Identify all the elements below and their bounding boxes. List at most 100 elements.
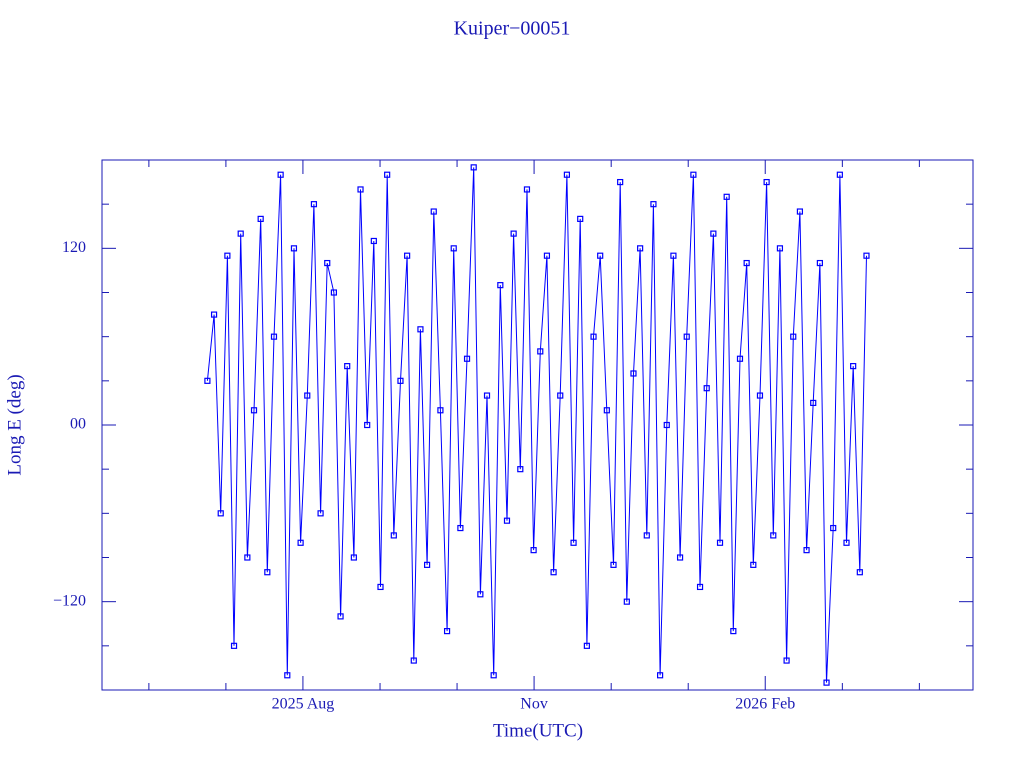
data-point: [776, 245, 784, 252]
x-tick-label: 2026 Feb: [735, 696, 795, 713]
data-point: [284, 672, 291, 679]
y-axis-label: Long E (deg): [4, 374, 25, 475]
data-point: [290, 245, 298, 252]
data-point: [523, 186, 531, 193]
data-point: [583, 642, 590, 649]
data-point: [783, 657, 790, 664]
data-point: [537, 348, 544, 355]
data-point: [477, 591, 484, 598]
series-line: [206, 167, 867, 683]
data-point: [550, 569, 557, 576]
data-point: [543, 252, 551, 259]
data-point: [710, 230, 717, 237]
data-point: [470, 164, 477, 171]
data-point: [830, 524, 837, 532]
data-point: [683, 333, 690, 340]
data-point: [230, 642, 238, 649]
y-tick-label: 00: [70, 416, 86, 433]
data-point: [637, 245, 644, 252]
data-point: [330, 289, 337, 296]
data-point: [803, 547, 810, 554]
data-point: [450, 245, 457, 252]
data-point: [344, 363, 351, 370]
data-point: [384, 171, 391, 178]
data-point: [317, 510, 324, 517]
data-point: [270, 333, 278, 340]
data-point: [663, 421, 670, 429]
data-point: [650, 201, 657, 208]
data-point: [703, 385, 710, 392]
data-point: [850, 363, 857, 370]
data-point: [517, 466, 524, 473]
data-point: [457, 524, 464, 532]
data-point: [736, 355, 744, 362]
data-point: [570, 539, 577, 546]
chart-title: Kuiper−00051: [454, 18, 571, 40]
data-point: [577, 215, 584, 222]
data-point: [497, 282, 504, 289]
data-point: [210, 311, 218, 318]
data-point: [490, 672, 497, 679]
data-point: [277, 171, 284, 178]
data-point: [843, 539, 850, 546]
data-point: [657, 672, 664, 679]
data-point: [730, 628, 737, 635]
data-point: [823, 679, 830, 686]
data-point: [756, 392, 764, 399]
data-point: [590, 333, 597, 340]
data-point: [324, 259, 331, 267]
data-point: [763, 178, 770, 186]
data-point: [510, 230, 517, 237]
data-point: [364, 421, 371, 429]
data-point: [623, 598, 630, 605]
data-point: [337, 613, 344, 620]
data-point: [264, 569, 271, 576]
data-point: [676, 554, 684, 561]
x-tick-label: Nov: [520, 696, 548, 713]
data-point: [610, 561, 617, 568]
data-point: [244, 554, 251, 561]
data-point: [297, 539, 304, 546]
data-point: [503, 517, 511, 524]
data-point: [397, 377, 404, 384]
data-point: [696, 583, 704, 591]
data-point: [404, 252, 411, 259]
x-axis-label: Time(UTC): [493, 720, 583, 741]
data-point: [617, 178, 624, 186]
data-point: [417, 326, 424, 333]
data-point: [690, 171, 697, 178]
data-point: [856, 569, 863, 576]
data-point: [410, 657, 417, 664]
data-point: [643, 532, 650, 539]
data-point: [437, 407, 444, 414]
y-tick-label: −120: [53, 592, 86, 609]
data-point: [796, 208, 804, 215]
x-tick-label: 2025 Aug: [272, 696, 335, 713]
data-point: [597, 252, 604, 259]
data-point: [224, 252, 231, 259]
data-point: [750, 561, 757, 568]
data-point: [563, 171, 571, 178]
data-point: [836, 171, 843, 178]
y-tick-label: 120: [62, 239, 86, 256]
data-point: [670, 252, 677, 259]
data-point: [483, 392, 491, 399]
data-point: [304, 392, 311, 399]
data-point: [310, 201, 318, 208]
data-point: [770, 532, 777, 539]
data-point: [443, 628, 451, 635]
data-point: [557, 392, 564, 399]
data-point: [530, 547, 537, 554]
data-point: [716, 539, 724, 546]
data-point: [463, 355, 471, 362]
data-point: [630, 370, 637, 377]
data-point: [250, 407, 258, 414]
data-point: [810, 399, 817, 407]
data-point: [370, 237, 377, 245]
data-point: [357, 186, 364, 193]
data-point: [350, 554, 357, 561]
data-point: [237, 230, 244, 237]
data-point: [743, 259, 750, 267]
data-point: [257, 215, 264, 222]
